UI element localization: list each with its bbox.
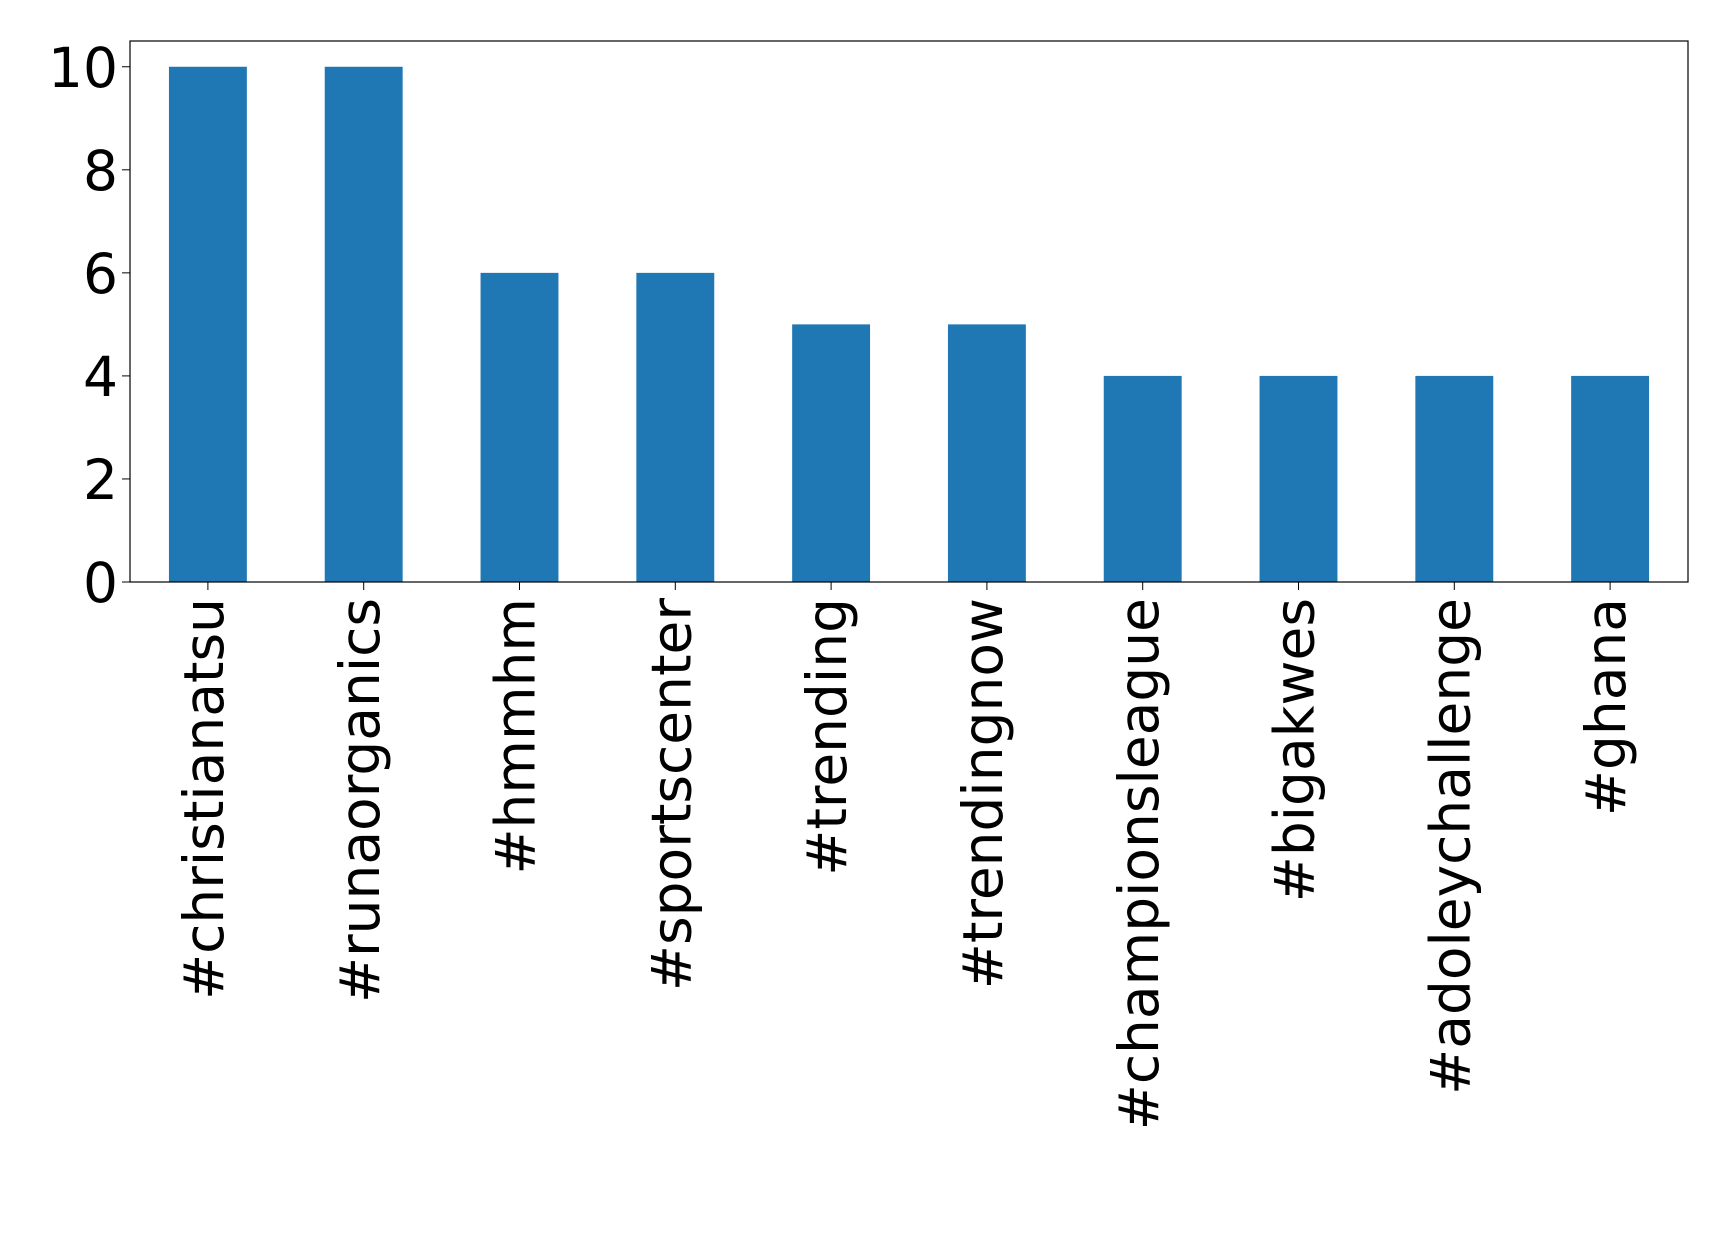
bar (792, 324, 871, 582)
x-tick-label: #hmmhm (484, 598, 548, 875)
x-tick-label: #trending (795, 598, 859, 876)
x-tick-label: #runaorganics (328, 598, 392, 1003)
x-tick-label: #adoleychallenge (1418, 598, 1482, 1095)
y-tick-label: 4 (83, 345, 118, 409)
x-tick-label: #christianatsu (172, 598, 236, 1000)
bar (636, 272, 715, 582)
bar (168, 66, 247, 582)
y-tick-label: 6 (83, 242, 118, 306)
x-tick-label: #championsleague (1107, 598, 1171, 1130)
bar (1259, 375, 1338, 582)
x-tick-label: #bigakwes (1263, 598, 1327, 902)
x-tick-label: #sportscenter (639, 598, 703, 991)
plot-frame (129, 40, 1689, 583)
y-tick-label: 8 (83, 139, 118, 203)
x-tick-label: #ghana (1574, 598, 1638, 816)
bar (1103, 375, 1182, 582)
y-tick-label: 2 (83, 448, 118, 512)
bar (1415, 375, 1494, 582)
bar (947, 324, 1026, 582)
bar (324, 66, 403, 582)
bar (1571, 375, 1650, 582)
bar (480, 272, 559, 582)
y-tick-label: 10 (48, 36, 118, 100)
y-tick-label: 0 (83, 551, 118, 615)
x-tick-label: #trendingnow (951, 598, 1015, 989)
